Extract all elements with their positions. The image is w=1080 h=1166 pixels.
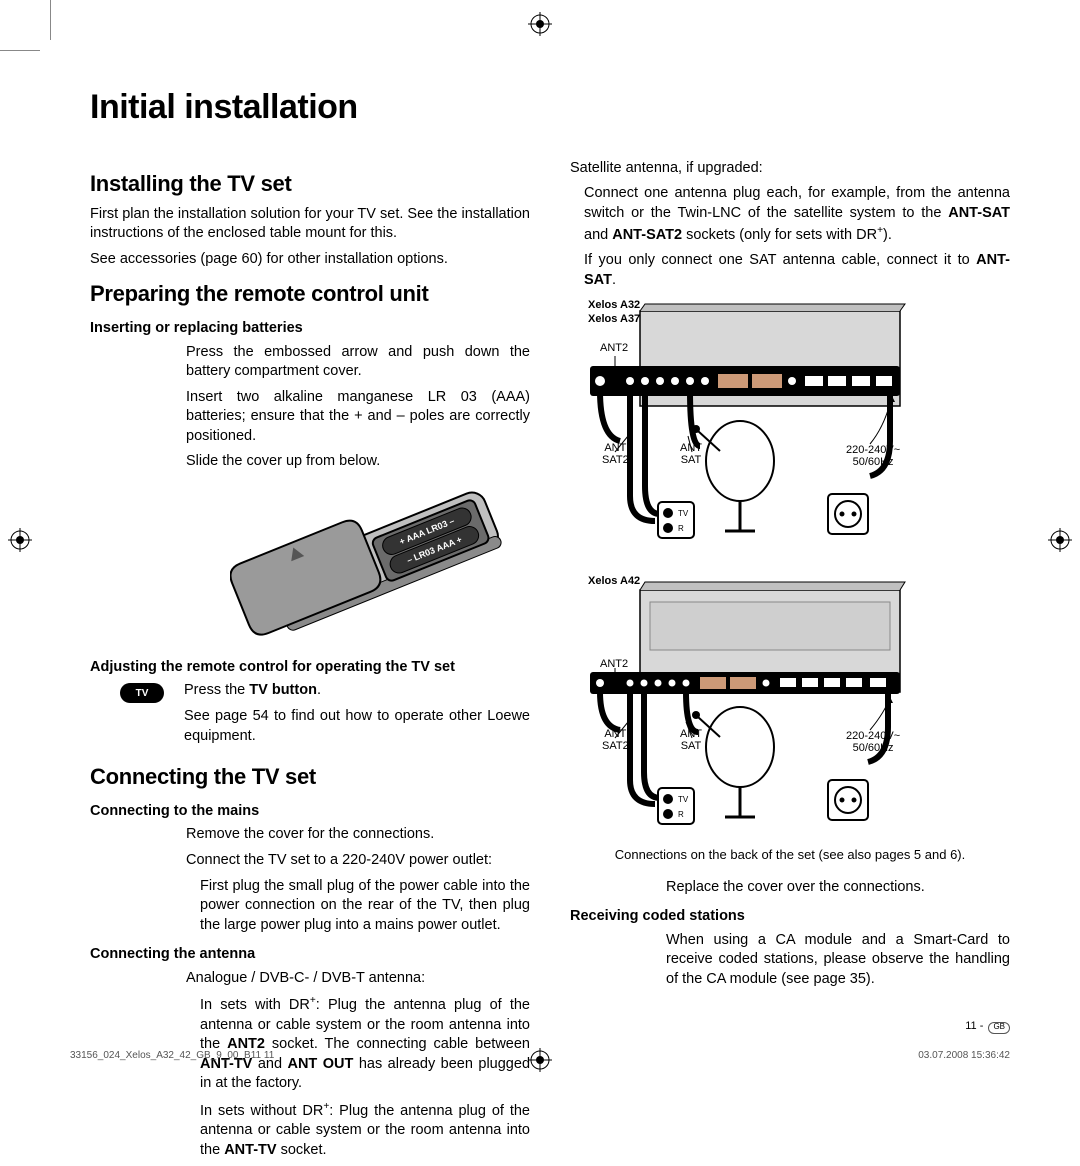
body-text: Remove the cover for the connections. (186, 825, 530, 845)
registration-mark-icon (528, 12, 552, 36)
crop-mark (0, 50, 40, 51)
back-panel-figure-a42: Xelos A42 ANT2 ANT SAT2 ANT SAT 220-240V… (570, 572, 910, 842)
registration-mark-icon (8, 528, 32, 552)
body-text: Analogue / DVB-C- / DVB-T antenna: (186, 969, 530, 989)
body-text: Press the TV button. (184, 681, 530, 701)
subheading-adjust-remote: Adjusting the remote control for operati… (90, 658, 530, 678)
gb-badge-icon: GB (988, 1022, 1010, 1034)
page-title: Initial installation (90, 85, 1010, 131)
body-text: Connect the TV set to a 220-240V power o… (186, 851, 530, 871)
svg-text:R: R (678, 524, 684, 533)
body-text: Press the embossed arrow and push down t… (186, 343, 530, 382)
registration-mark-icon (1048, 528, 1072, 552)
footer-timestamp: 03.07.2008 15:36:42 (918, 1049, 1010, 1063)
figure-caption: Connections on the back of the set (see … (570, 846, 1010, 864)
heading-connecting: Connecting the TV set (90, 762, 530, 792)
footer-filename: 33156_024_Xelos_A32_42_GB_9_00_B11 11 (70, 1049, 274, 1063)
svg-text:TV: TV (678, 795, 689, 804)
body-text: Connect one antenna plug each, for examp… (570, 184, 1010, 245)
body-text: See page 54 to find out how to operate o… (184, 707, 530, 746)
page-number: 11 - GB (965, 1019, 1010, 1034)
svg-text:R: R (678, 810, 684, 819)
crop-mark (50, 0, 51, 40)
subheading-mains: Connecting to the mains (90, 802, 530, 822)
subheading-antenna: Connecting the antenna (90, 945, 530, 965)
remote-battery-figure: + AAA LR03 – – LR03 AAA + (230, 478, 520, 648)
tv-button-icon: TV (120, 683, 164, 703)
body-text: First plan the installation solution for… (90, 205, 530, 244)
body-text: In sets with DR+: Plug the antenna plug … (186, 994, 530, 1094)
body-text: Satellite antenna, if upgraded: (570, 159, 1010, 179)
back-panel-figure-a32: Xelos A32 Xelos A37 ANT2 ANT SAT2 ANT SA… (570, 296, 910, 566)
body-text: In sets without DR+: Plug the antenna pl… (186, 1100, 530, 1161)
body-text: First plug the small plug of the power c… (186, 877, 530, 936)
body-text: When using a CA module and a Smart-Card … (666, 931, 1010, 990)
subheading-coded-stations: Receiving coded stations (570, 907, 1010, 927)
body-text: Replace the cover over the connections. (666, 878, 1010, 898)
print-footer: 33156_024_Xelos_A32_42_GB_9_00_B11 11 03… (70, 1049, 1010, 1063)
heading-installing: Installing the TV set (90, 169, 530, 199)
left-column: Installing the TV set First plan the ins… (90, 159, 530, 1166)
svg-text:TV: TV (678, 509, 689, 518)
right-column: Satellite antenna, if upgraded: Connect … (570, 159, 1010, 1166)
body-text: If you only connect one SAT antenna cabl… (570, 251, 1010, 290)
body-text: Slide the cover up from below. (186, 452, 530, 472)
body-text: Insert two alkaline manganese LR 03 (AAA… (186, 388, 530, 447)
body-text: See accessories (page 60) for other inst… (90, 250, 530, 270)
heading-preparing-remote: Preparing the remote control unit (90, 279, 530, 309)
subheading-batteries: Inserting or replacing batteries (90, 319, 530, 339)
